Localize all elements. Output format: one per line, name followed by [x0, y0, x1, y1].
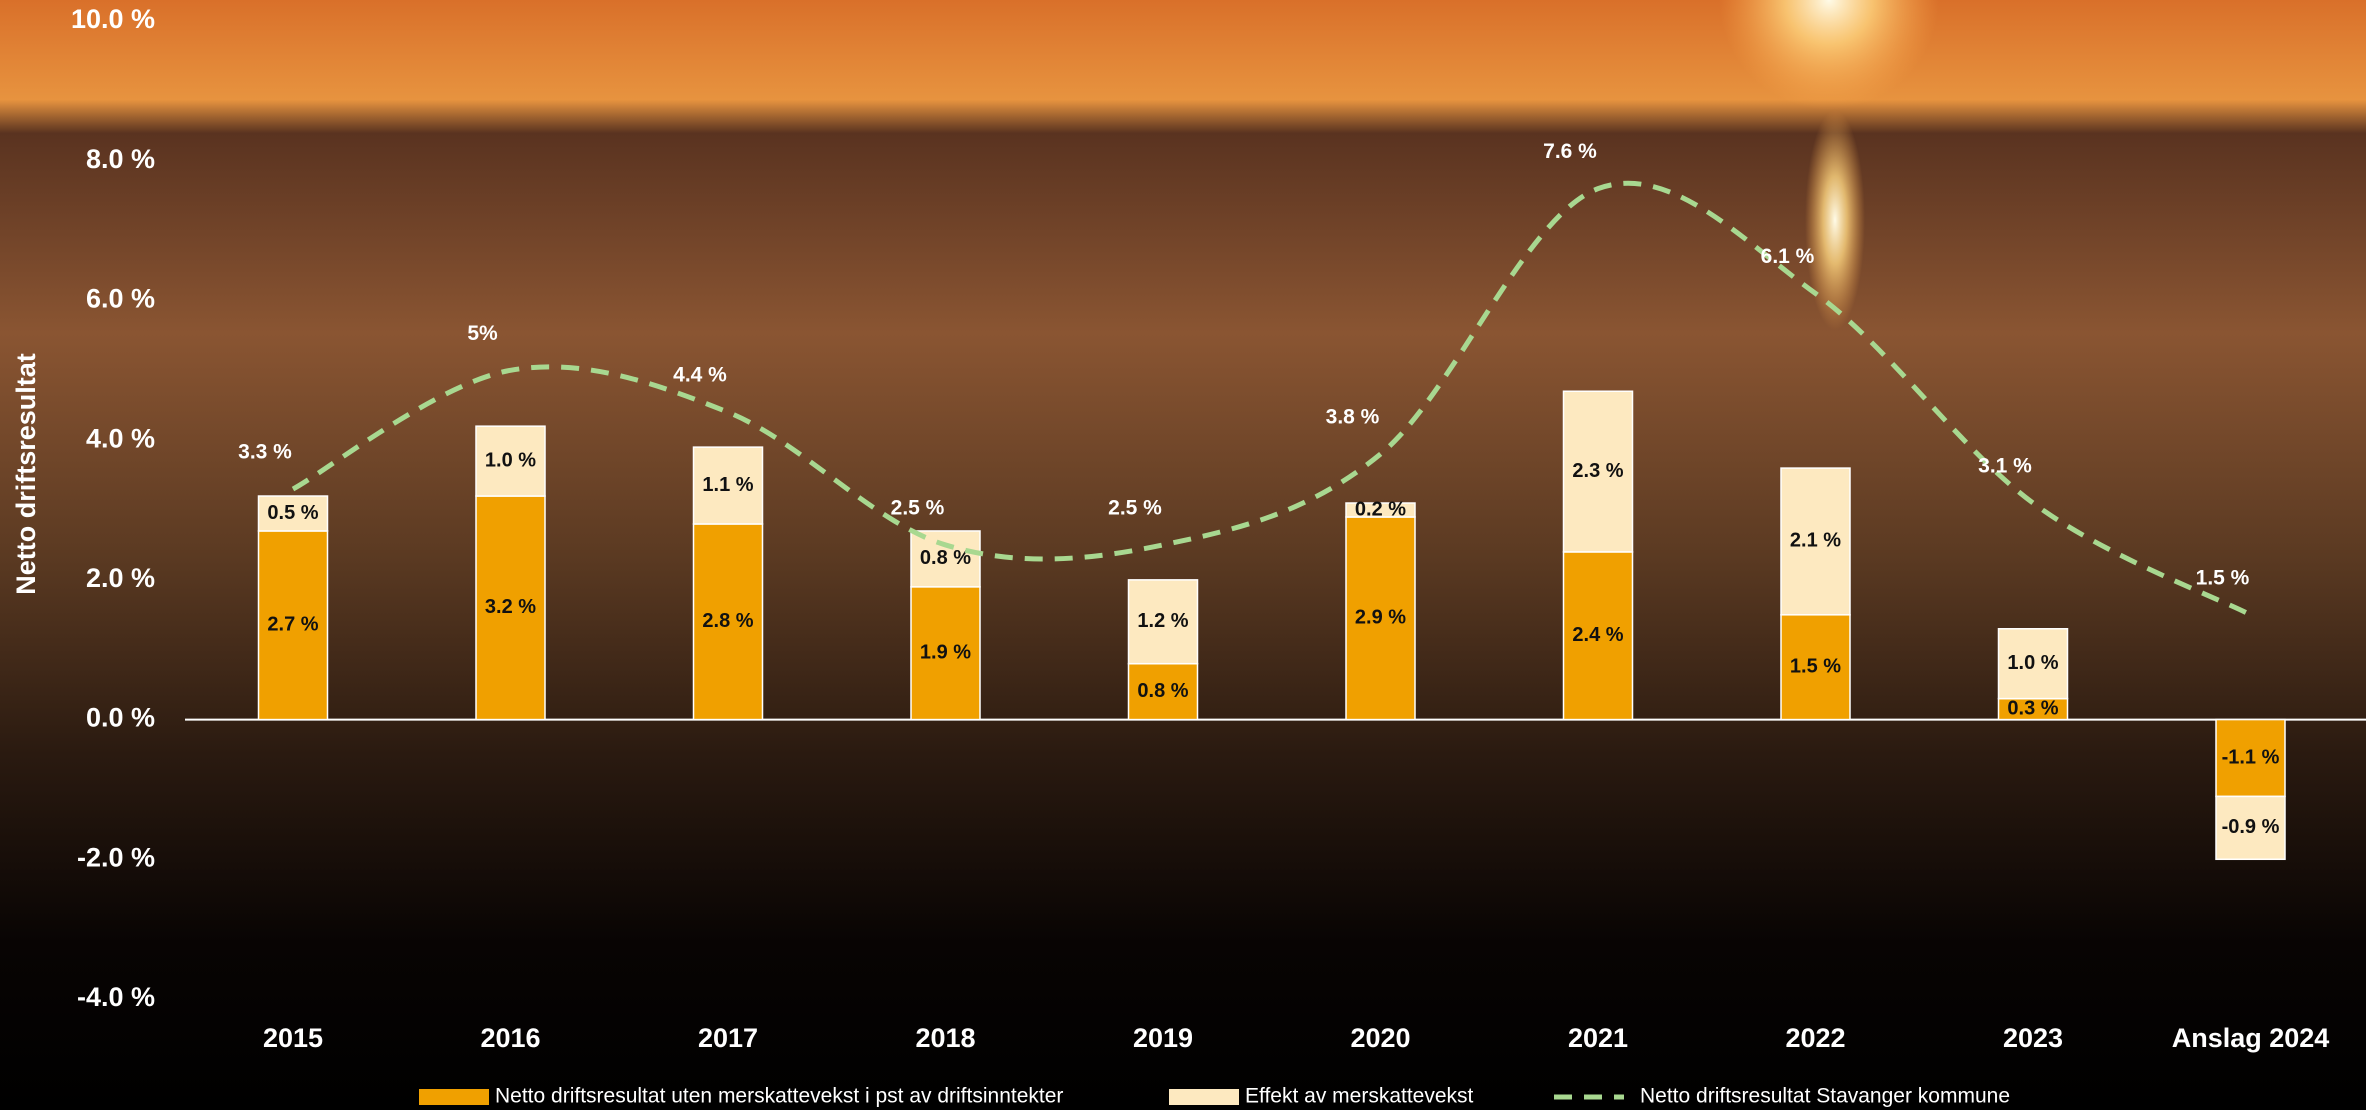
- bar-label: 3.2 %: [485, 596, 536, 618]
- bar: [1997, 628, 2069, 700]
- bar-label: 1.0 %: [2007, 652, 2058, 674]
- y-axis-label: Netto driftsresultat: [11, 353, 41, 595]
- x-tick-label: 2015: [263, 1023, 323, 1053]
- bar-label: 2.7 %: [267, 614, 318, 636]
- bar-label: -0.9 %: [2222, 816, 2280, 838]
- bar: [1127, 662, 1199, 721]
- bar-label: 0.3 %: [2007, 697, 2058, 719]
- bar-label: 1.0 %: [485, 449, 536, 471]
- y-tick-label: -2.0 %: [77, 842, 155, 872]
- bar-label: 2.3 %: [1572, 460, 1623, 482]
- bar: [475, 425, 546, 497]
- sun-reflection: [1805, 110, 1865, 330]
- line-label: 4.4 %: [673, 364, 727, 387]
- line: [291, 180, 2252, 618]
- legend-label: Netto driftsresultat uten merskattevekst…: [495, 1085, 1063, 1108]
- sun: [1719, 0, 1939, 110]
- y-tick-label: 0.0 %: [86, 703, 155, 733]
- x-tick-label: 2019: [1133, 1023, 1193, 1053]
- bar-label: 1.5 %: [1790, 655, 1841, 677]
- y-tick-label: 4.0 %: [86, 423, 155, 453]
- legend-swatch: [419, 1089, 489, 1105]
- line-label: 6.1 %: [1761, 245, 1815, 268]
- bar: [1562, 551, 1634, 721]
- bar: [1562, 390, 1634, 553]
- legend-swatch: [1169, 1089, 1239, 1105]
- bar: [910, 586, 981, 721]
- bar: [692, 523, 764, 721]
- y-tick-label: 2.0 %: [86, 563, 155, 593]
- line-label: 1.5 %: [2196, 566, 2250, 589]
- line-label: 2.5 %: [1108, 496, 1162, 519]
- bar-label: 2.1 %: [1790, 530, 1841, 552]
- x-tick-label: 2023: [2003, 1023, 2063, 1053]
- bar: [910, 530, 981, 588]
- x-tick-label: 2017: [698, 1023, 758, 1053]
- y-tick-label: 6.0 %: [86, 284, 155, 314]
- line-label: 3.1 %: [1978, 455, 2032, 478]
- bar-label: -1.1 %: [2222, 746, 2280, 768]
- x-tick-label: 2022: [1785, 1023, 1845, 1053]
- bar: [692, 446, 764, 525]
- x-tick-label: 2020: [1350, 1023, 1410, 1053]
- bar-label: 1.2 %: [1137, 610, 1188, 632]
- bar: [1345, 502, 1416, 518]
- x-tick-label: 2018: [915, 1023, 975, 1053]
- bar-label: 0.8 %: [1137, 680, 1188, 702]
- y-tick-label: 8.0 %: [86, 144, 155, 174]
- y-tick-label: -4.0 %: [77, 982, 155, 1012]
- line-label: 3.3 %: [238, 441, 292, 464]
- bar-label: 2.4 %: [1572, 624, 1623, 646]
- bar: [1780, 467, 1851, 616]
- line-label: 2.5 %: [891, 496, 945, 519]
- bar-label: 1.9 %: [920, 641, 971, 663]
- bar-label: 0.2 %: [1355, 498, 1406, 520]
- bar-label: 0.5 %: [267, 502, 318, 524]
- legend-label: Netto driftsresultat Stavanger kommune: [1640, 1085, 2010, 1108]
- bar-label: 0.8 %: [920, 547, 971, 569]
- bar-label: 2.9 %: [1355, 607, 1406, 629]
- y-tick-label: 10.0 %: [71, 4, 155, 34]
- line-label: 7.6 %: [1543, 140, 1597, 163]
- x-tick-label: 2016: [480, 1023, 540, 1053]
- bar: [1345, 516, 1416, 721]
- legend-label: Effekt av merskattevekst: [1245, 1085, 1474, 1108]
- bar-label: 1.1 %: [702, 474, 753, 496]
- bar: [257, 530, 329, 721]
- bar: [475, 495, 546, 721]
- bar-label: 2.8 %: [702, 610, 753, 632]
- bar: [1127, 579, 1199, 665]
- line-label: 5%: [467, 322, 498, 345]
- bar: [2215, 795, 2286, 861]
- line-label: 3.8 %: [1326, 406, 1380, 429]
- x-tick-label: Anslag 2024: [2172, 1023, 2330, 1053]
- x-tick-label: 2021: [1568, 1023, 1628, 1053]
- bar: [1780, 614, 1851, 721]
- bar: [257, 495, 329, 532]
